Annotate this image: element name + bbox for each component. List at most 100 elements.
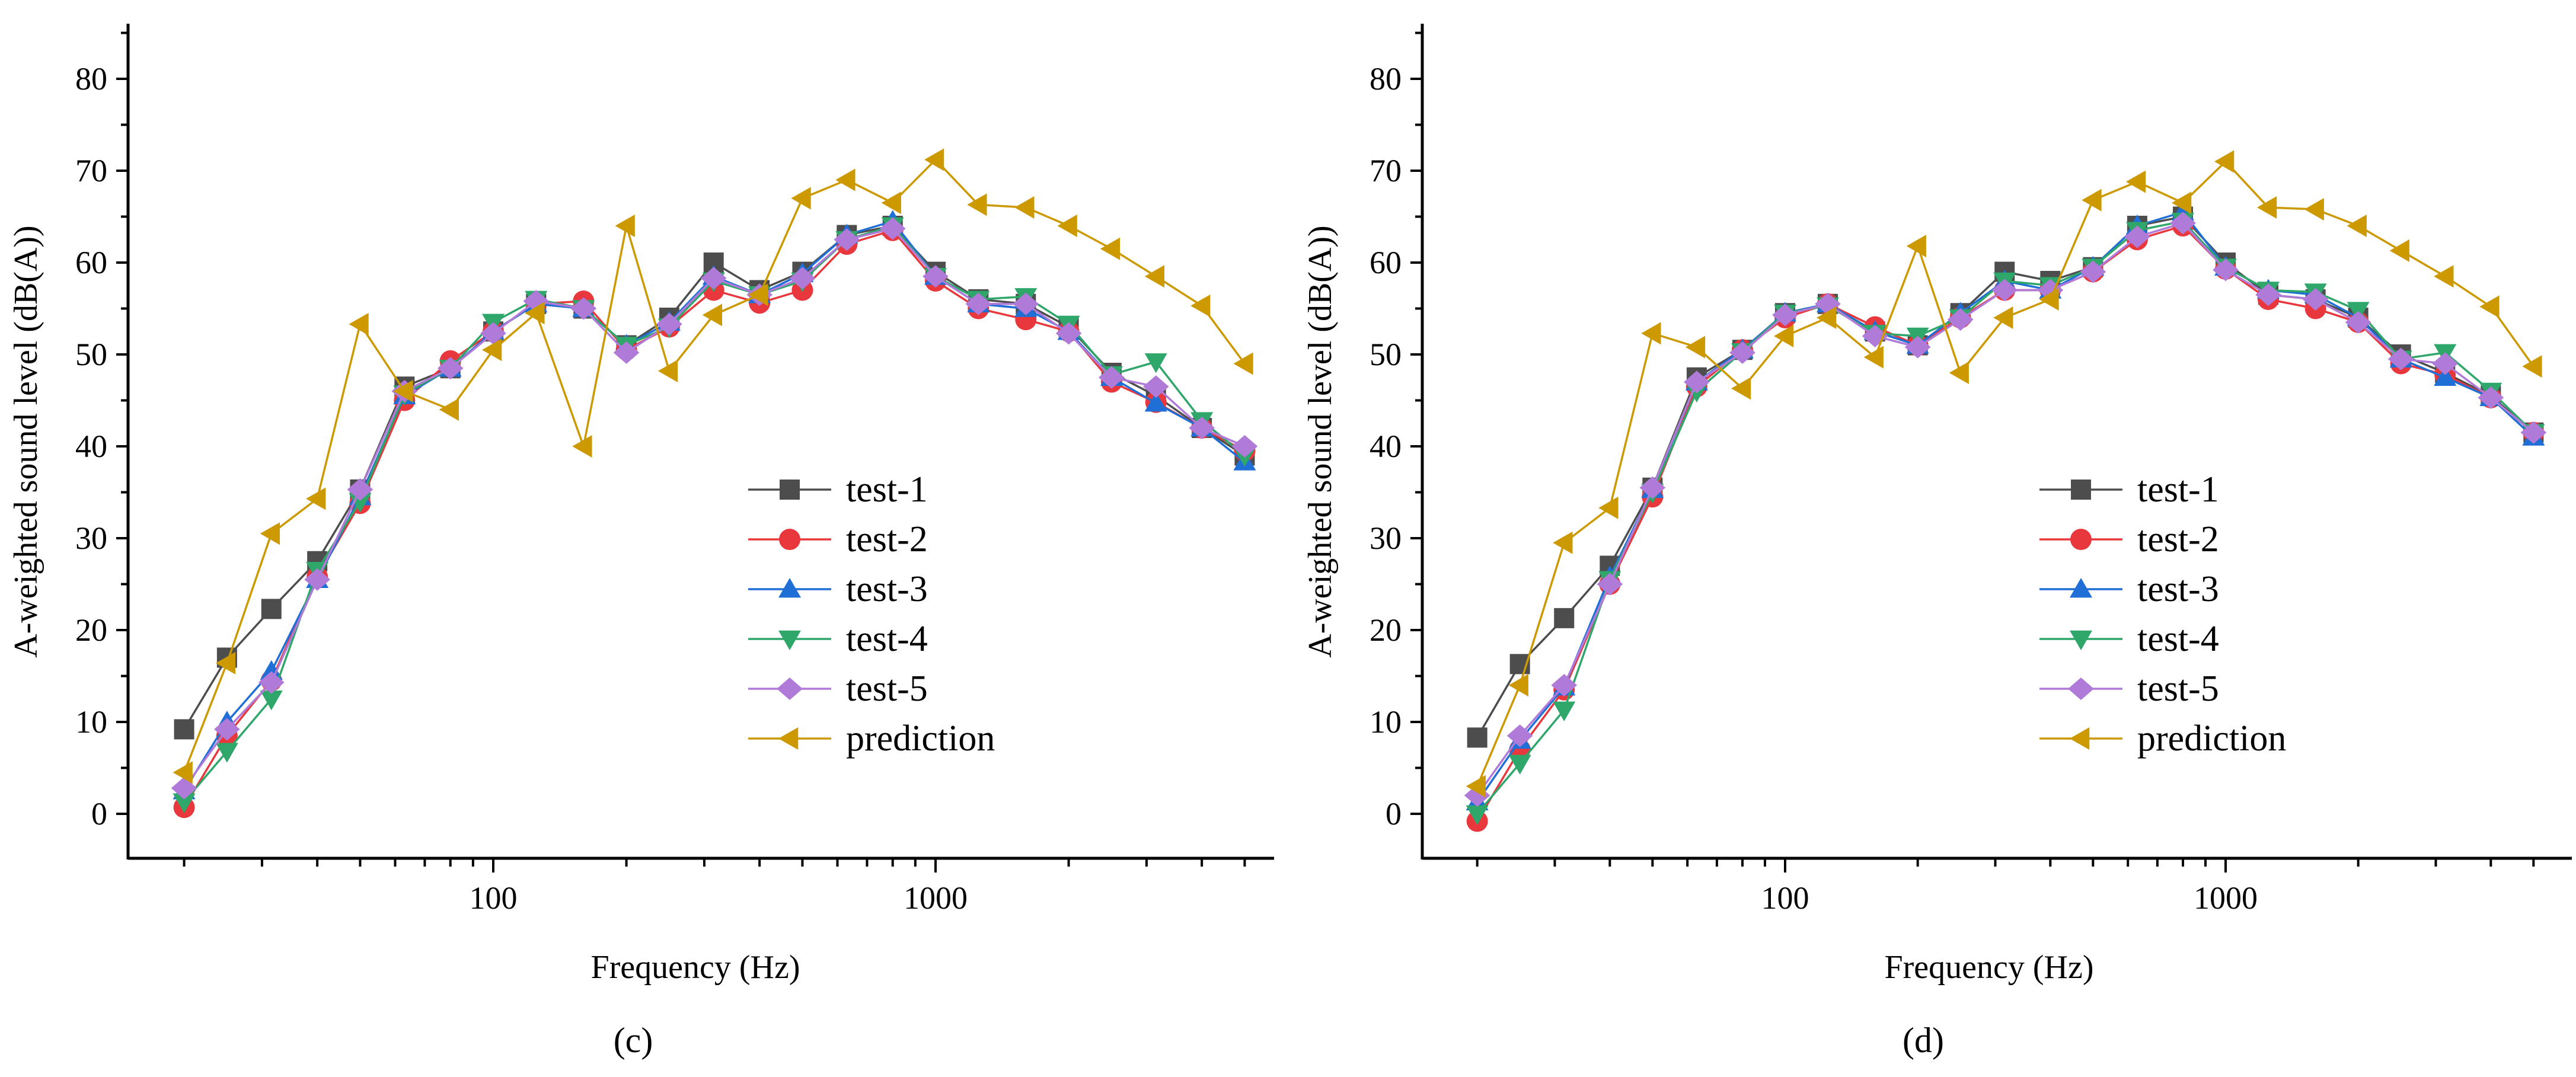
data-point-prediction	[1598, 496, 1619, 519]
data-point-test-5	[2170, 212, 2196, 235]
data-point-prediction	[2125, 170, 2146, 193]
data-point-prediction	[615, 215, 635, 237]
series-test-2	[1466, 215, 2545, 832]
data-point-test-3	[2434, 366, 2457, 386]
data-point-test-5	[2302, 288, 2329, 311]
legend-item-test-2: test-2	[748, 519, 928, 560]
series-line-test-5	[1476, 222, 2534, 797]
data-point-test-5	[656, 312, 682, 335]
data-point-prediction	[2171, 191, 2192, 215]
legend-item-prediction: prediction	[748, 718, 995, 759]
data-point-test-5	[258, 671, 285, 694]
data-point-test-5	[1729, 341, 1755, 364]
legend-label: test-5	[846, 669, 928, 709]
data-point-test-5	[1639, 476, 1666, 499]
data-point-prediction	[2039, 288, 2059, 311]
legend-marker	[780, 480, 800, 500]
y-tick-label: 0	[91, 796, 107, 832]
data-point-test-5	[2345, 311, 2371, 334]
panel-label: (c)	[614, 1021, 653, 1060]
data-point-prediction	[835, 168, 856, 191]
data-point-prediction	[1508, 674, 1528, 696]
data-point-test-4	[349, 493, 372, 513]
data-point-test-5	[1684, 370, 1710, 394]
data-point-test-1	[1467, 727, 1487, 748]
data-point-prediction	[2082, 188, 2102, 212]
legend-marker	[779, 529, 800, 550]
y-axis-label: A-weighted sound level (dB(A))	[1302, 225, 1339, 657]
legend-label: prediction	[846, 718, 995, 759]
y-tick-label: 50	[75, 337, 107, 372]
data-point-prediction	[215, 651, 236, 675]
legend-item-test-5: test-5	[748, 669, 928, 709]
series-test-5	[171, 217, 1258, 800]
data-point-test-5	[347, 478, 374, 501]
y-tick-label: 80	[1370, 61, 1402, 97]
legend-item-test-3: test-3	[748, 569, 928, 609]
data-point-test-5	[2478, 386, 2504, 409]
legend-label: prediction	[2137, 718, 2286, 759]
data-point-test-5	[2255, 283, 2281, 306]
y-tick-label: 60	[75, 245, 107, 280]
data-point-test-5	[304, 568, 330, 591]
data-point-test-5	[1231, 435, 1258, 458]
y-tick-label: 20	[75, 612, 107, 648]
data-point-test-4	[1466, 805, 1489, 825]
data-point-test-5	[2080, 260, 2106, 283]
legend-label: test-5	[2137, 669, 2219, 709]
data-point-prediction	[482, 338, 502, 362]
legend-marker	[2070, 630, 2092, 650]
data-point-test-5	[1991, 279, 2018, 302]
data-point-test-5	[922, 265, 949, 288]
data-point-test-5	[1551, 674, 1578, 696]
data-point-prediction	[2479, 295, 2500, 318]
data-point-prediction	[393, 380, 413, 402]
y-tick-label: 70	[75, 153, 107, 188]
data-point-prediction	[967, 193, 987, 216]
data-point-prediction	[572, 435, 592, 458]
legend-item-test-1: test-1	[748, 469, 928, 510]
data-point-prediction	[924, 148, 944, 171]
data-point-prediction	[2347, 215, 2367, 237]
data-point-test-4	[215, 743, 238, 763]
data-point-test-5	[965, 292, 992, 315]
legend: test-1 test-2 test-3 test-4 test-5 prediction	[2039, 469, 2286, 759]
y-tick-label: 70	[1370, 153, 1402, 188]
legend-item-test-5: test-5	[2039, 669, 2219, 709]
data-point-test-5	[1189, 417, 1215, 439]
data-point-test-5	[1099, 366, 1125, 389]
series-prediction	[173, 148, 1253, 784]
legend-item-test-3: test-3	[2039, 569, 2219, 609]
y-tick-label: 30	[1370, 520, 1402, 556]
y-tick-label: 50	[1370, 337, 1402, 372]
data-point-prediction	[1466, 775, 1486, 798]
legend: test-1 test-2 test-3 test-4 test-5 prediction	[748, 469, 995, 759]
data-point-test-5	[2387, 347, 2414, 370]
series-test-5	[1464, 212, 2547, 807]
data-point-test-1	[1554, 608, 1575, 628]
data-point-prediction	[1057, 215, 1077, 237]
data-point-test-5	[480, 322, 506, 345]
legend-label: test-4	[2137, 619, 2219, 659]
data-point-test-4	[173, 793, 196, 813]
data-point-test-3	[260, 660, 283, 680]
legend-item-prediction: prediction	[2039, 718, 2286, 759]
legend-label: test-2	[2137, 519, 2219, 560]
legend-label: test-3	[846, 569, 928, 609]
legend-marker	[2070, 727, 2090, 750]
data-point-test-5	[437, 357, 464, 380]
data-point-prediction	[349, 312, 369, 335]
legend-item-test-1: test-1	[2039, 469, 2219, 510]
data-point-prediction	[2257, 196, 2277, 219]
data-point-prediction	[1906, 235, 1926, 258]
data-point-prediction	[1641, 322, 1661, 345]
data-point-test-5	[1772, 303, 1798, 327]
data-point-prediction	[525, 302, 545, 325]
legend-marker	[778, 630, 801, 650]
data-point-test-1	[174, 719, 194, 740]
chart-panel-c: 0 10 20 30 40 50 60 70 80 100 1000 Frequency (Hz) A-…	[8, 24, 1274, 1060]
data-point-test-5	[1142, 375, 1169, 398]
y-tick-label: 20	[1370, 612, 1402, 648]
data-point-prediction	[306, 487, 326, 510]
legend-marker	[2071, 480, 2091, 500]
